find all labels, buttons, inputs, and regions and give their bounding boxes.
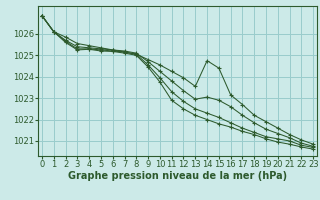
X-axis label: Graphe pression niveau de la mer (hPa): Graphe pression niveau de la mer (hPa)	[68, 171, 287, 181]
